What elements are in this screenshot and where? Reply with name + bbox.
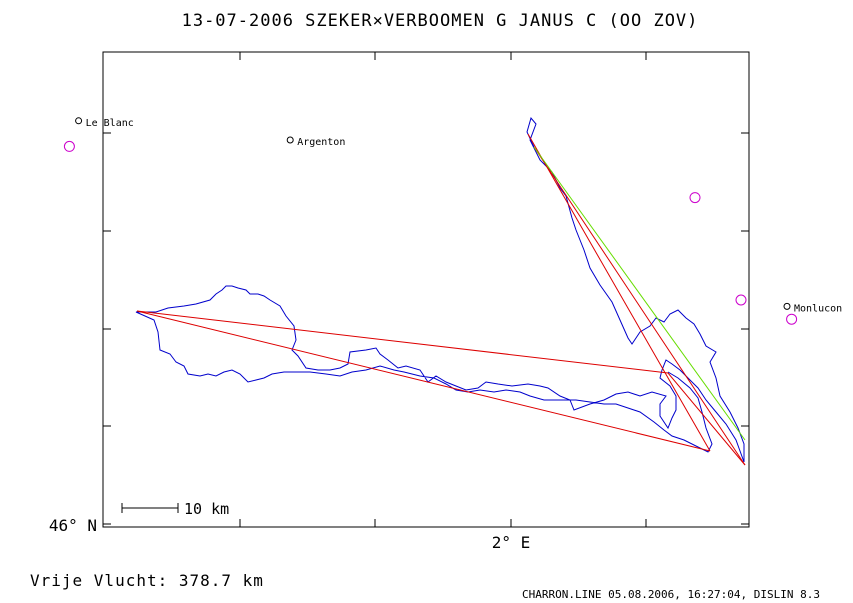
- generator-label: CHARRON.LINE 05.08.2006, 16:27:04, DISLI…: [522, 588, 820, 601]
- place-label: Argenton: [297, 137, 345, 148]
- route-lines: [136, 133, 746, 466]
- y-tick-label: 46° N: [49, 516, 97, 535]
- plot-frame: [102, 51, 750, 528]
- turnpoint-marker: [689, 192, 701, 204]
- place-markers: IssoudunChateauroux-DeolsChateauroux-Vil…: [75, 117, 842, 314]
- place-marker: [783, 302, 791, 310]
- distance-label: Vrije Vlucht: 378.7 km: [30, 571, 264, 590]
- chart-title: 13-07-2006 SZEKER×VERBOOMEN G JANUS C (O…: [182, 11, 699, 31]
- place-marker: [75, 117, 83, 125]
- turnpoint-marker: [63, 140, 75, 152]
- place-label: Monlucon: [794, 303, 842, 314]
- flight-track: [135, 116, 745, 463]
- axis-ticks: [103, 52, 749, 527]
- place-marker: [286, 136, 294, 144]
- scale-bar-label: 10 km: [184, 500, 229, 518]
- closing-line: [533, 146, 746, 441]
- turnpoint-markers: [63, 140, 798, 325]
- scale-bar: [121, 503, 179, 513]
- turnpoint-marker: [735, 294, 747, 306]
- turnpoint-marker: [786, 313, 798, 325]
- x-tick-label: 2° E: [492, 533, 531, 552]
- place-label: Le Blanc: [86, 118, 134, 129]
